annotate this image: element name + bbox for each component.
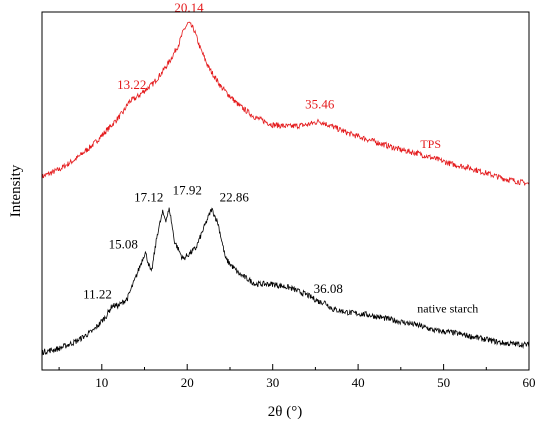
peak-label: 17.12 bbox=[134, 190, 163, 205]
series-line-tps bbox=[41, 21, 530, 186]
x-tick-label: 60 bbox=[523, 375, 536, 390]
series-line-native-starch bbox=[41, 207, 530, 356]
plot-area: 13.22 20.14 35.46 TPS 11.22 15.08 17.12 17.92 22… bbox=[41, 0, 530, 356]
peak-label: 11.22 bbox=[83, 286, 112, 301]
y-axis-title: Intensity bbox=[8, 164, 24, 217]
peak-label: 17.92 bbox=[173, 183, 202, 198]
peak-label: 36.08 bbox=[314, 281, 343, 296]
peak-label: 22.86 bbox=[220, 190, 250, 205]
x-tick-label: 40 bbox=[352, 375, 365, 390]
peak-label: 20.14 bbox=[174, 0, 204, 15]
series-label: TPS bbox=[420, 137, 441, 151]
peak-label: 15.08 bbox=[109, 236, 138, 251]
x-axis: 10 20 30 40 50 60 bbox=[58, 364, 536, 390]
x-tick-label: 20 bbox=[181, 375, 194, 390]
x-tick-label: 10 bbox=[95, 375, 108, 390]
peak-label: 35.46 bbox=[305, 97, 335, 112]
x-axis-title: 2θ (°) bbox=[268, 404, 302, 420]
peak-label: 13.22 bbox=[117, 77, 146, 92]
x-tick-label: 50 bbox=[437, 375, 450, 390]
series-label: native starch bbox=[417, 302, 478, 316]
x-tick-label: 30 bbox=[266, 375, 279, 390]
plot-frame bbox=[41, 11, 530, 371]
